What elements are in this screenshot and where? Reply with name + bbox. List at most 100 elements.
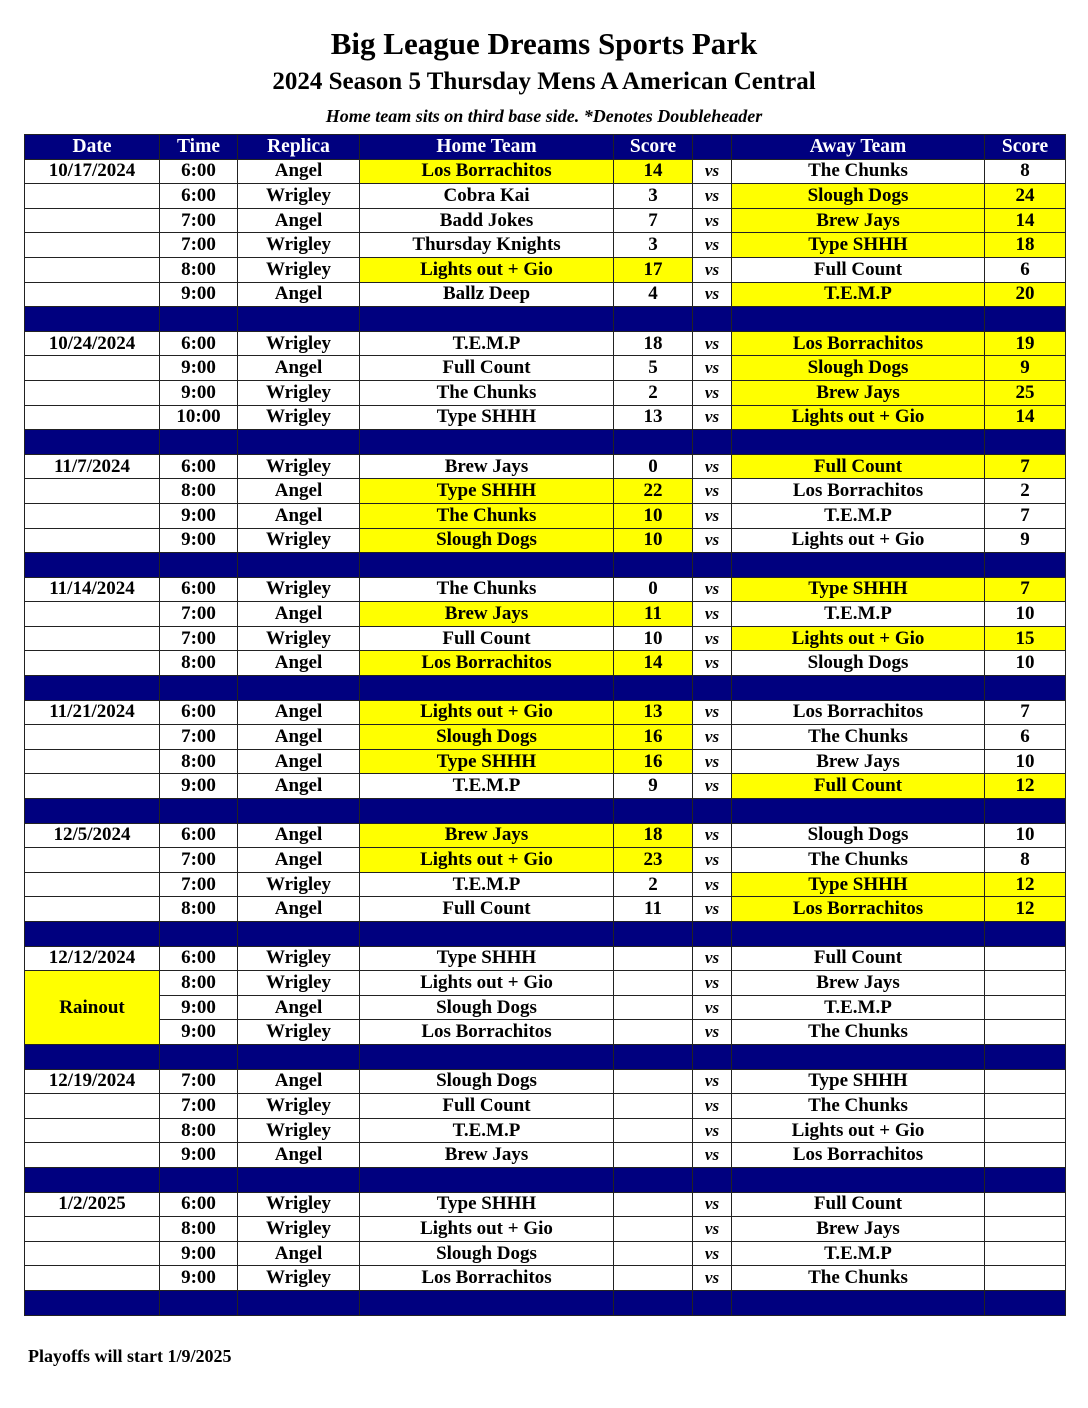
away-team-cell: Los Borrachitos xyxy=(731,699,985,726)
home-score-cell xyxy=(613,994,693,1021)
game-row: 9:00 Angel Slough Dogs vs T.E.M.P xyxy=(25,994,1066,1021)
away-team-cell: Brew Jays xyxy=(731,970,985,996)
away-team-cell: T.E.M.P xyxy=(731,281,985,308)
date-cell-empty xyxy=(24,601,160,627)
time-cell: 7:00 xyxy=(159,232,238,258)
home-score-cell: 14 xyxy=(613,650,693,677)
away-score-cell: 8 xyxy=(984,847,1066,873)
date-cell: 12/12/2024 xyxy=(24,945,160,972)
separator-cell xyxy=(984,1166,1066,1193)
away-team-cell: Los Borrachitos xyxy=(731,330,985,357)
date-cell-empty xyxy=(24,232,160,258)
home-score-cell: 14 xyxy=(613,158,693,185)
date-cell: 11/14/2024 xyxy=(24,576,160,603)
game-row: 8:00 Angel Type SHHH 22 vs Los Borrachitos 2 xyxy=(24,478,1066,504)
home-score-cell: 11 xyxy=(613,601,693,627)
game-row: Rainout 8:00 Wrigley Lights out + Gio vs Brew… xyxy=(24,970,1066,1045)
replica-cell: Angel xyxy=(237,847,360,873)
away-team-cell: Brew Jays xyxy=(731,748,985,775)
separator-cell xyxy=(237,306,360,332)
away-score-cell: 24 xyxy=(984,183,1066,209)
replica-cell: Angel xyxy=(237,822,360,849)
time-cell: 7:00 xyxy=(159,207,238,234)
page-title: Big League Dreams Sports Park xyxy=(330,26,758,61)
replica-cell: Wrigley xyxy=(237,256,360,283)
vs-cell: vs xyxy=(692,650,732,677)
home-team-cell: Slough Dogs xyxy=(359,527,614,554)
home-score-cell: 0 xyxy=(613,453,693,480)
time-cell: 7:00 xyxy=(159,625,238,652)
away-team-cell: Type SHHH xyxy=(731,232,985,258)
time-cell: 8:00 xyxy=(159,970,238,996)
away-team-cell: Slough Dogs xyxy=(731,822,985,849)
away-score-cell xyxy=(984,1019,1066,1045)
away-team-cell: T.E.M.P xyxy=(731,994,985,1021)
replica-cell: Angel xyxy=(237,773,360,800)
home-score-cell: 9 xyxy=(613,773,693,800)
time-cell: 8:00 xyxy=(159,748,238,775)
time-cell: 9:00 xyxy=(159,527,238,554)
home-score-cell: 10 xyxy=(613,625,693,652)
away-team-cell: Type SHHH xyxy=(731,576,985,603)
home-team-cell: Los Borrachitos xyxy=(359,1265,614,1291)
vs-cell: vs xyxy=(692,1093,732,1119)
away-score-cell: 10 xyxy=(984,748,1066,775)
replica-cell: Wrigley xyxy=(237,970,360,996)
home-score-cell xyxy=(613,1068,693,1095)
away-team-cell: The Chunks xyxy=(731,847,985,873)
game-row: 10/17/2024 6:00 Angel Los Borrachitos 14 vs Th… xyxy=(24,158,1066,185)
home-team-cell: Type SHHH xyxy=(359,945,614,972)
home-team-cell: Full Count xyxy=(359,1093,614,1119)
date-cell: 11/7/2024 xyxy=(24,453,160,480)
home-team-cell: Lights out + Gio xyxy=(359,847,614,873)
separator-row xyxy=(24,675,1066,701)
separator-cell xyxy=(731,1166,985,1193)
game-row: 7:00 Wrigley T.E.M.P 2 vs Type SHHH 12 xyxy=(24,871,1066,898)
away-score-cell: 7 xyxy=(984,502,1066,529)
home-team-cell: Brew Jays xyxy=(359,601,614,627)
separator-cell xyxy=(613,1043,693,1070)
date-cell-empty xyxy=(24,183,160,209)
vs-cell: vs xyxy=(692,207,732,234)
vs-cell: vs xyxy=(692,822,732,849)
separator-cell xyxy=(731,1043,985,1070)
date-cell-empty xyxy=(24,478,160,504)
replica-cell: Angel xyxy=(237,158,360,185)
separator-cell xyxy=(159,552,238,578)
vs-cell: vs xyxy=(692,355,732,381)
time-cell: 8:00 xyxy=(159,896,238,922)
away-team-cell: Full Count xyxy=(731,453,985,480)
vs-cell: vs xyxy=(692,1068,732,1095)
away-team-cell: Lights out + Gio xyxy=(731,527,985,554)
game-row: 6:00 Wrigley Cobra Kai 3 vs Slough Dogs 24 xyxy=(24,183,1066,209)
separator-cell xyxy=(613,429,693,455)
vs-cell: vs xyxy=(692,699,732,726)
vs-cell: vs xyxy=(692,1240,732,1267)
separator-row xyxy=(24,798,1066,824)
vs-cell: vs xyxy=(692,1019,732,1045)
home-score-cell xyxy=(613,1265,693,1291)
away-score-cell xyxy=(984,1117,1066,1144)
home-team-cell: Full Count xyxy=(359,896,614,922)
separator-cell xyxy=(731,798,985,824)
time-cell: 8:00 xyxy=(159,256,238,283)
away-team-cell: Full Count xyxy=(731,773,985,800)
separator-row xyxy=(24,429,1066,455)
home-team-cell: Brew Jays xyxy=(359,822,614,849)
game-row: 8:00 Wrigley T.E.M.P vs Lights out + Gio xyxy=(24,1117,1066,1144)
home-team-cell: Lights out + Gio xyxy=(359,1216,614,1242)
separator-cell xyxy=(359,1166,614,1193)
away-score-cell: 8 xyxy=(984,158,1066,185)
game-row: 7:00 Angel Lights out + Gio 23 vs The Chunks 8 xyxy=(24,847,1066,873)
separator-cell xyxy=(731,429,985,455)
away-score-cell: 10 xyxy=(984,601,1066,627)
vs-cell: vs xyxy=(692,896,732,922)
col-away-score: Score xyxy=(984,134,1066,160)
home-score-cell: 5 xyxy=(613,355,693,381)
replica-cell: Wrigley xyxy=(237,232,360,258)
time-cell: 6:00 xyxy=(159,1191,238,1218)
away-score-cell: 12 xyxy=(984,871,1066,898)
replica-cell: Angel xyxy=(237,281,360,308)
date-cell: 12/19/2024 xyxy=(24,1068,160,1095)
schedule-body: 10/17/2024 6:00 Angel Los Borrachitos 14 vs Th… xyxy=(24,158,1066,1316)
